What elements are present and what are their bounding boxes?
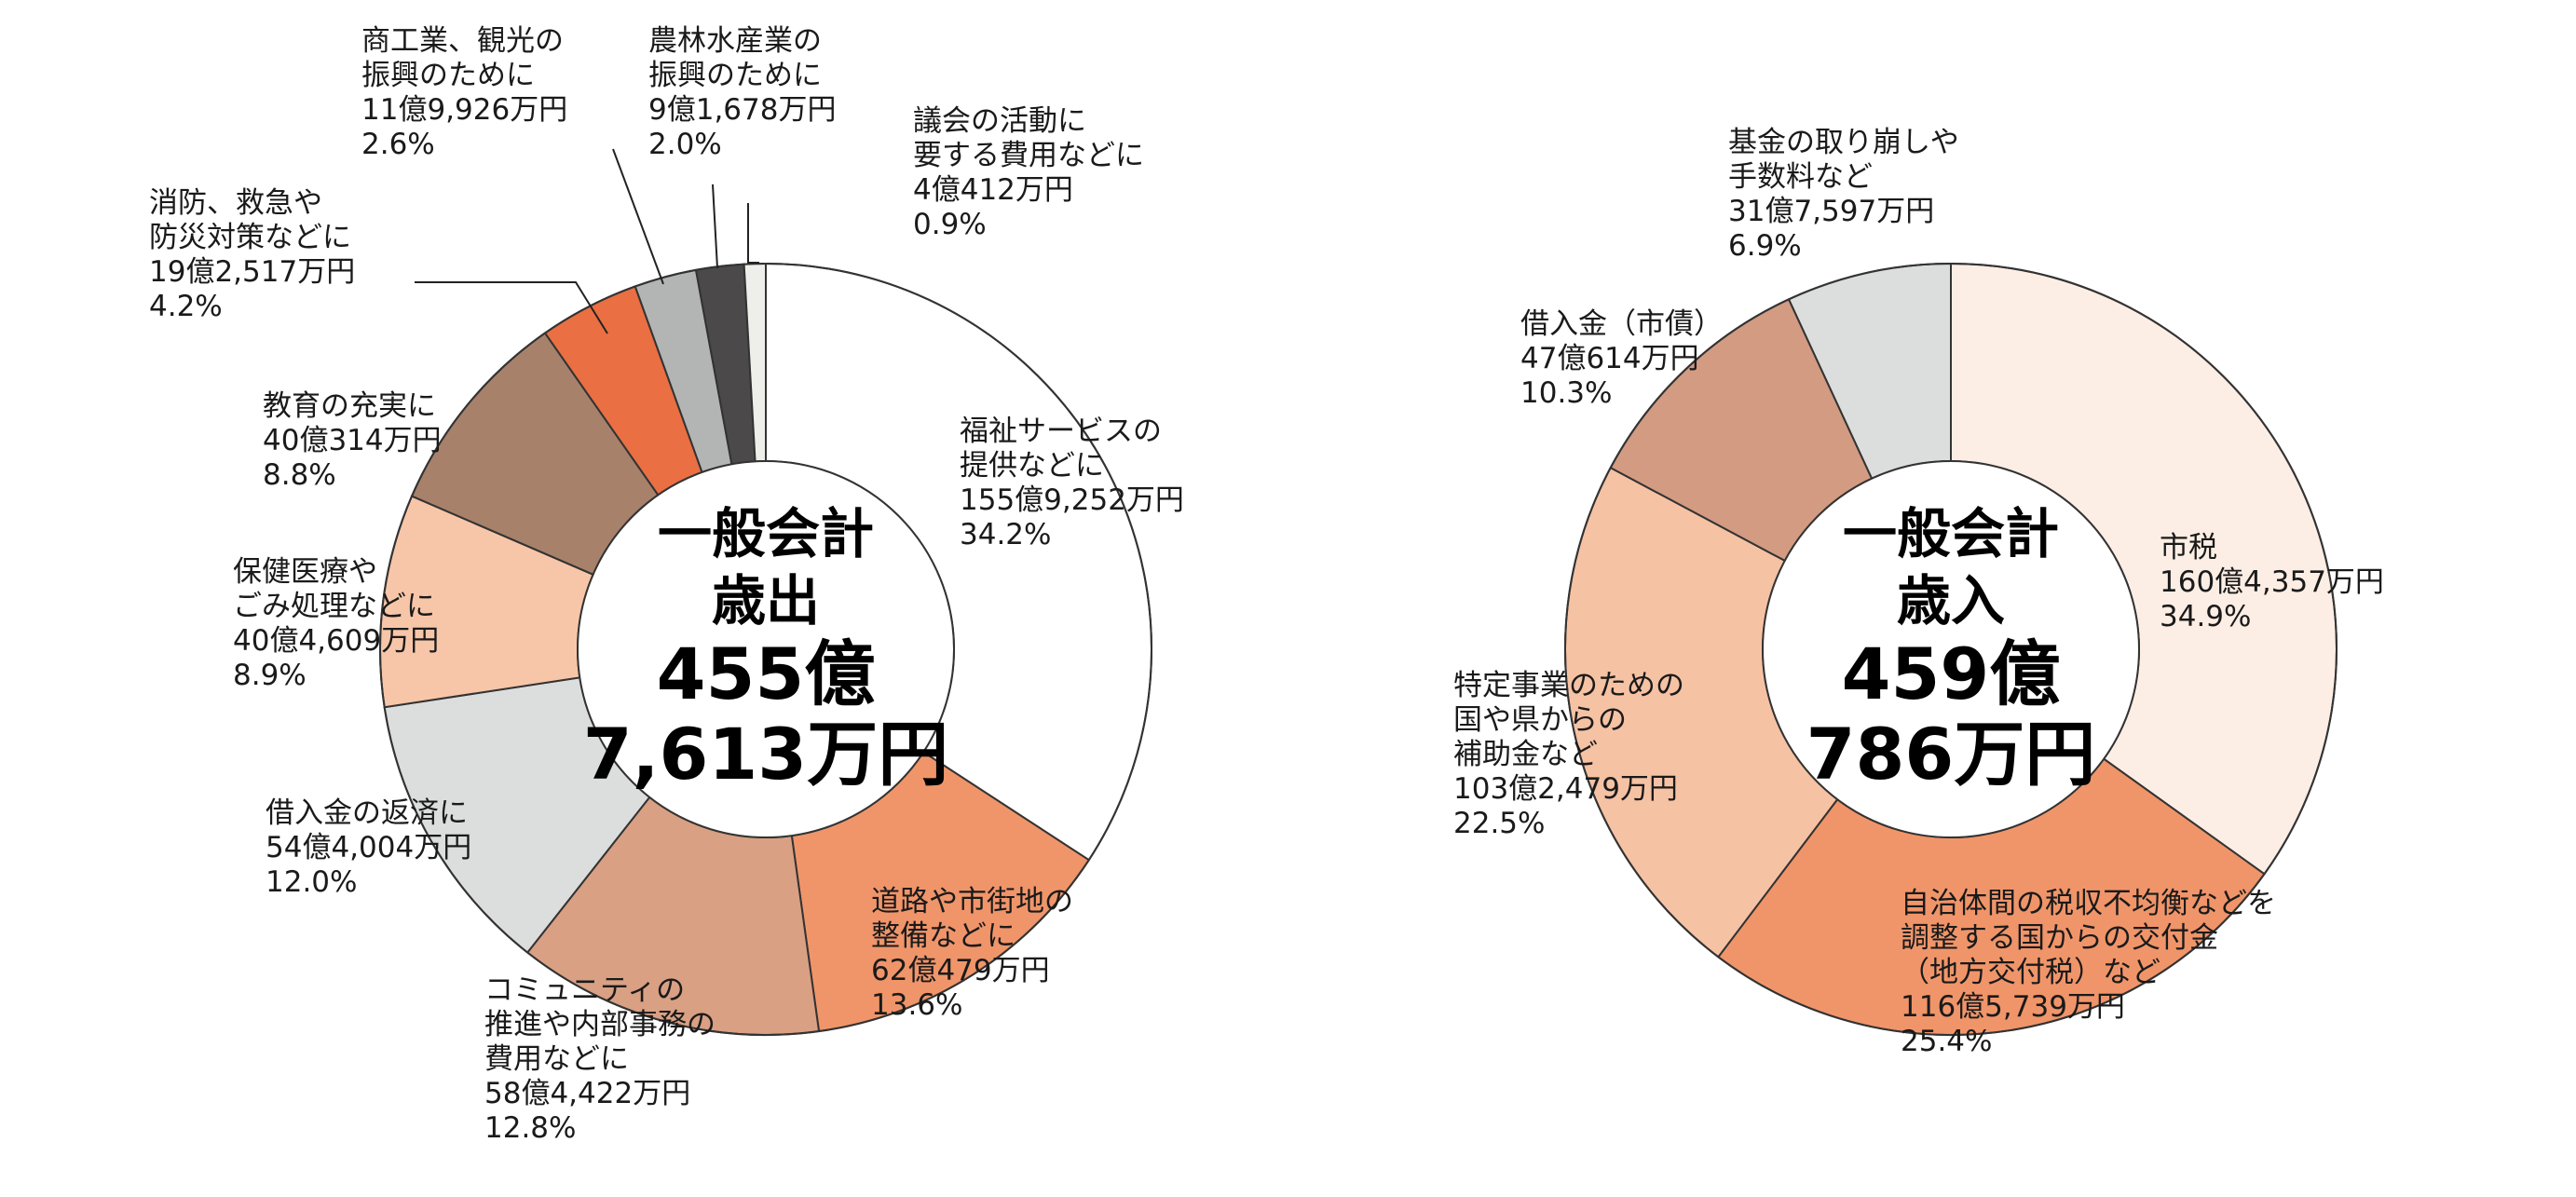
leader-line [712, 184, 718, 269]
label-percent: 8.9% [233, 659, 307, 692]
label-line: 調整する国からの交付金 [1901, 921, 2218, 955]
slice-label-health: 保健医療や ごみ処理などに 40億4,609万円 8.9% [233, 555, 439, 693]
label-line: 整備などに [871, 919, 1015, 953]
label-line: 市税 [2160, 531, 2217, 564]
label-amount: 62億479万円 [871, 954, 1050, 987]
label-line: 提供などに [960, 449, 1104, 483]
label-percent: 4.2% [149, 290, 223, 323]
label-line: 振興のために [361, 59, 535, 92]
label-line: 特定事業のための [1453, 669, 1684, 702]
slice-label-debt-repayment: 借入金の返済に 54億4,004万円 12.0% [266, 796, 471, 900]
label-percent: 0.9% [913, 208, 987, 241]
label-line: 要する費用などに [913, 139, 1144, 172]
label-percent: 6.9% [1728, 229, 1802, 263]
donut-outline [1564, 263, 2337, 1036]
slice-label-commerce-tourism: 商工業、観光の 振興のために 11億9,926万円 2.6% [361, 24, 567, 162]
label-line: 議会の活動に [913, 104, 1086, 138]
slice-label-municipal-bonds: 借入金（市債） 47億614万円 10.3% [1520, 307, 1723, 411]
label-line: 基金の取り崩しや [1728, 126, 1959, 159]
donut-hole [577, 460, 955, 838]
center-line4: 786万円 [1806, 713, 2096, 796]
label-amount: 47億614万円 [1520, 342, 1699, 375]
label-line: 借入金の返済に [266, 796, 468, 830]
label-line: 教育の充実に [263, 389, 436, 423]
center-line3: 455億 [656, 633, 876, 715]
center-line2: 歳入 [1896, 569, 2005, 633]
slice-label-welfare: 福祉サービスの 提供などに 155億9,252万円 34.2% [960, 415, 1184, 552]
center-line2: 歳出 [711, 569, 820, 633]
label-line: 費用などに [484, 1042, 629, 1076]
label-line: 防災対策などに [149, 221, 351, 254]
center-line3: 459億 [1841, 633, 2061, 715]
label-amount: 54億4,004万円 [266, 831, 472, 864]
label-amount: 11億9,926万円 [361, 93, 568, 127]
label-percent: 12.8% [484, 1111, 577, 1145]
label-line: 保健医療や [233, 555, 377, 589]
leader-line [415, 281, 608, 334]
label-line: 道路や市街地の [871, 885, 1073, 918]
label-percent: 12.0% [266, 865, 358, 899]
label-amount: 40億314万円 [263, 424, 442, 457]
label-line: 福祉サービスの [960, 415, 1162, 448]
label-line: 手数料など [1728, 160, 1873, 194]
label-line: コミュニティの [484, 973, 686, 1007]
label-amount: 103億2,479万円 [1453, 772, 1678, 806]
label-amount: 4億412万円 [913, 173, 1073, 207]
label-line: 自治体間の税収不均衡などを [1901, 887, 2276, 920]
label-amount: 155億9,252万円 [960, 483, 1184, 517]
donut-outline [379, 263, 1152, 1036]
label-amount: 58億4,422万円 [484, 1077, 691, 1110]
slice-label-assembly: 議会の活動に 要する費用などに 4億412万円 0.9% [913, 104, 1144, 242]
label-amount: 116億5,739万円 [1901, 990, 2125, 1024]
slice-label-education: 教育の充実に 40億314万円 8.8% [263, 389, 442, 493]
label-percent: 13.6% [871, 988, 963, 1022]
leader-line [612, 148, 664, 285]
label-percent: 34.2% [960, 518, 1052, 551]
label-amount: 31億7,597万円 [1728, 195, 1935, 228]
label-amount: 19億2,517万円 [149, 255, 356, 289]
label-line: 国や県からの [1453, 703, 1627, 737]
slice-label-city-tax: 市税 160億4,357万円 34.9% [2160, 531, 2384, 634]
label-percent: 8.8% [263, 458, 336, 492]
slice-label-community: コミュニティの 推進や内部事務の 費用などに 58億4,422万円 12.8% [484, 973, 716, 1146]
label-line: 借入金（市債） [1520, 307, 1723, 341]
label-line: 商工業、観光の [361, 24, 564, 58]
donut-hole [1762, 460, 2140, 838]
center-line1: 一般会計 [657, 502, 874, 565]
revenue-center-label: 一般会計 歳入 459億 786万円 [1765, 500, 2137, 795]
label-percent: 2.0% [648, 128, 722, 161]
label-line: 推進や内部事務の [484, 1008, 716, 1041]
slice-label-fund-withdrawal: 基金の取り崩しや 手数料など 31億7,597万円 6.9% [1728, 126, 1959, 264]
slice-label-subsidies: 特定事業のための 国や県からの 補助金など 103億2,479万円 22.5% [1453, 669, 1684, 841]
slice-label-agriculture: 農林水産業の 振興のために 9億1,678万円 2.0% [648, 24, 836, 162]
label-line: 補助金など [1453, 738, 1598, 771]
slice-label-fire-disaster: 消防、救急や 防災対策などに 19億2,517万円 4.2% [149, 186, 355, 324]
label-amount: 40億4,609万円 [233, 624, 440, 658]
label-percent: 25.4% [1901, 1025, 1993, 1058]
label-line: ごみ処理などに [233, 590, 435, 623]
label-percent: 34.9% [2160, 600, 2252, 633]
label-line: 農林水産業の [648, 24, 822, 58]
slice-label-local-allocation-tax: 自治体間の税収不均衡などを 調整する国からの交付金 （地方交付税）など 116億… [1901, 887, 2276, 1059]
center-line4: 7,613万円 [582, 713, 949, 796]
center-line1: 一般会計 [1842, 502, 2059, 565]
label-line: 消防、救急や [149, 186, 322, 220]
label-percent: 22.5% [1453, 807, 1546, 840]
label-percent: 10.3% [1520, 376, 1613, 410]
label-percent: 2.6% [361, 128, 435, 161]
label-amount: 9億1,678万円 [648, 93, 837, 127]
slice-label-roads: 道路や市街地の 整備などに 62億479万円 13.6% [871, 885, 1073, 1023]
label-line: 振興のために [648, 59, 822, 92]
leader-line [747, 203, 759, 264]
label-amount: 160億4,357万円 [2160, 565, 2384, 599]
expenditure-center-label: 一般会計 歳出 455億 7,613万円 [579, 500, 952, 795]
label-line: （地方交付税）など [1901, 956, 2160, 989]
